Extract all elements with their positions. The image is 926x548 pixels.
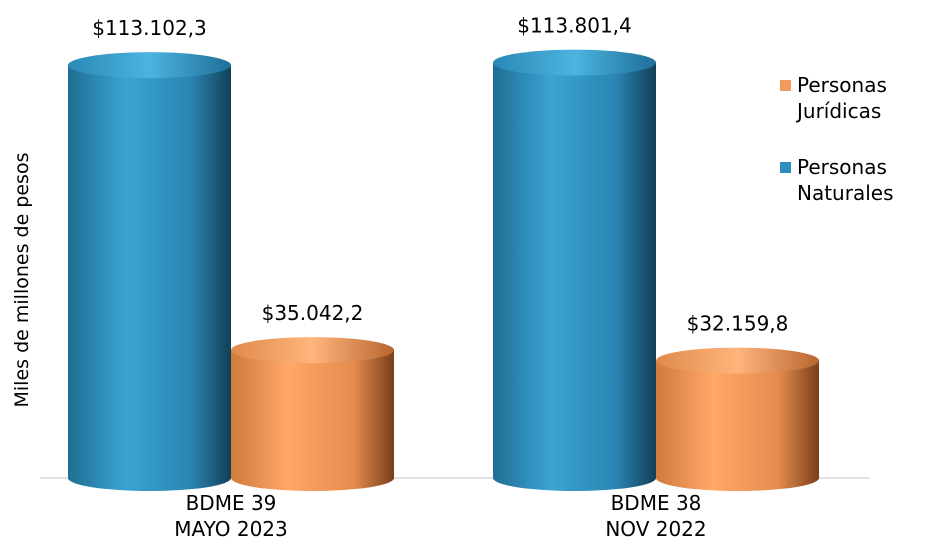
x-tick-label-2-line-2: NOV 2022 — [605, 517, 706, 541]
y-axis-label: Miles de millones de pesos — [11, 153, 33, 408]
x-tick-label-1-line-2: MAYO 2023 — [174, 517, 288, 541]
legend-label-personas-naturales: Personas Naturales — [797, 155, 894, 205]
legend: Personas Jurídicas Personas Naturales — [780, 72, 926, 236]
legend-swatch-personas-naturales — [780, 162, 791, 173]
bar-personas-juridicas-2-top — [656, 347, 819, 374]
data-label-personas-naturales-1: $113.102,3 — [92, 16, 207, 40]
bar-personas-naturales-2 — [493, 49, 656, 492]
legend-item-personas-juridicas: Personas Jurídicas — [780, 72, 926, 124]
bar-personas-juridicas-1-body — [231, 350, 394, 492]
bar-personas-naturales-2-top — [493, 49, 656, 76]
bar-personas-naturales-1-top — [68, 52, 231, 79]
bar-personas-naturales-2-body — [493, 62, 656, 492]
bar-personas-juridicas-2 — [656, 347, 819, 492]
data-label-personas-naturales-2: $113.801,4 — [517, 14, 632, 38]
bar-personas-juridicas-2-body — [656, 360, 819, 492]
legend-item-personas-naturales: Personas Naturales — [780, 154, 926, 206]
x-tick-label-2-line-1: BDME 38 — [611, 491, 702, 515]
bar-personas-juridicas-1 — [231, 337, 394, 492]
legend-label-personas-juridicas: Personas Jurídicas — [797, 73, 887, 123]
bar-personas-naturales-1-body — [68, 65, 231, 492]
data-label-personas-juridicas-1: $35.042,2 — [262, 301, 364, 325]
bar-personas-juridicas-1-top — [231, 337, 394, 364]
data-label-personas-juridicas-2: $32.159,8 — [687, 312, 789, 336]
legend-swatch-personas-juridicas — [780, 80, 791, 91]
x-tick-label-1-line-1: BDME 39 — [186, 491, 277, 515]
bar-personas-naturales-1 — [68, 52, 231, 492]
